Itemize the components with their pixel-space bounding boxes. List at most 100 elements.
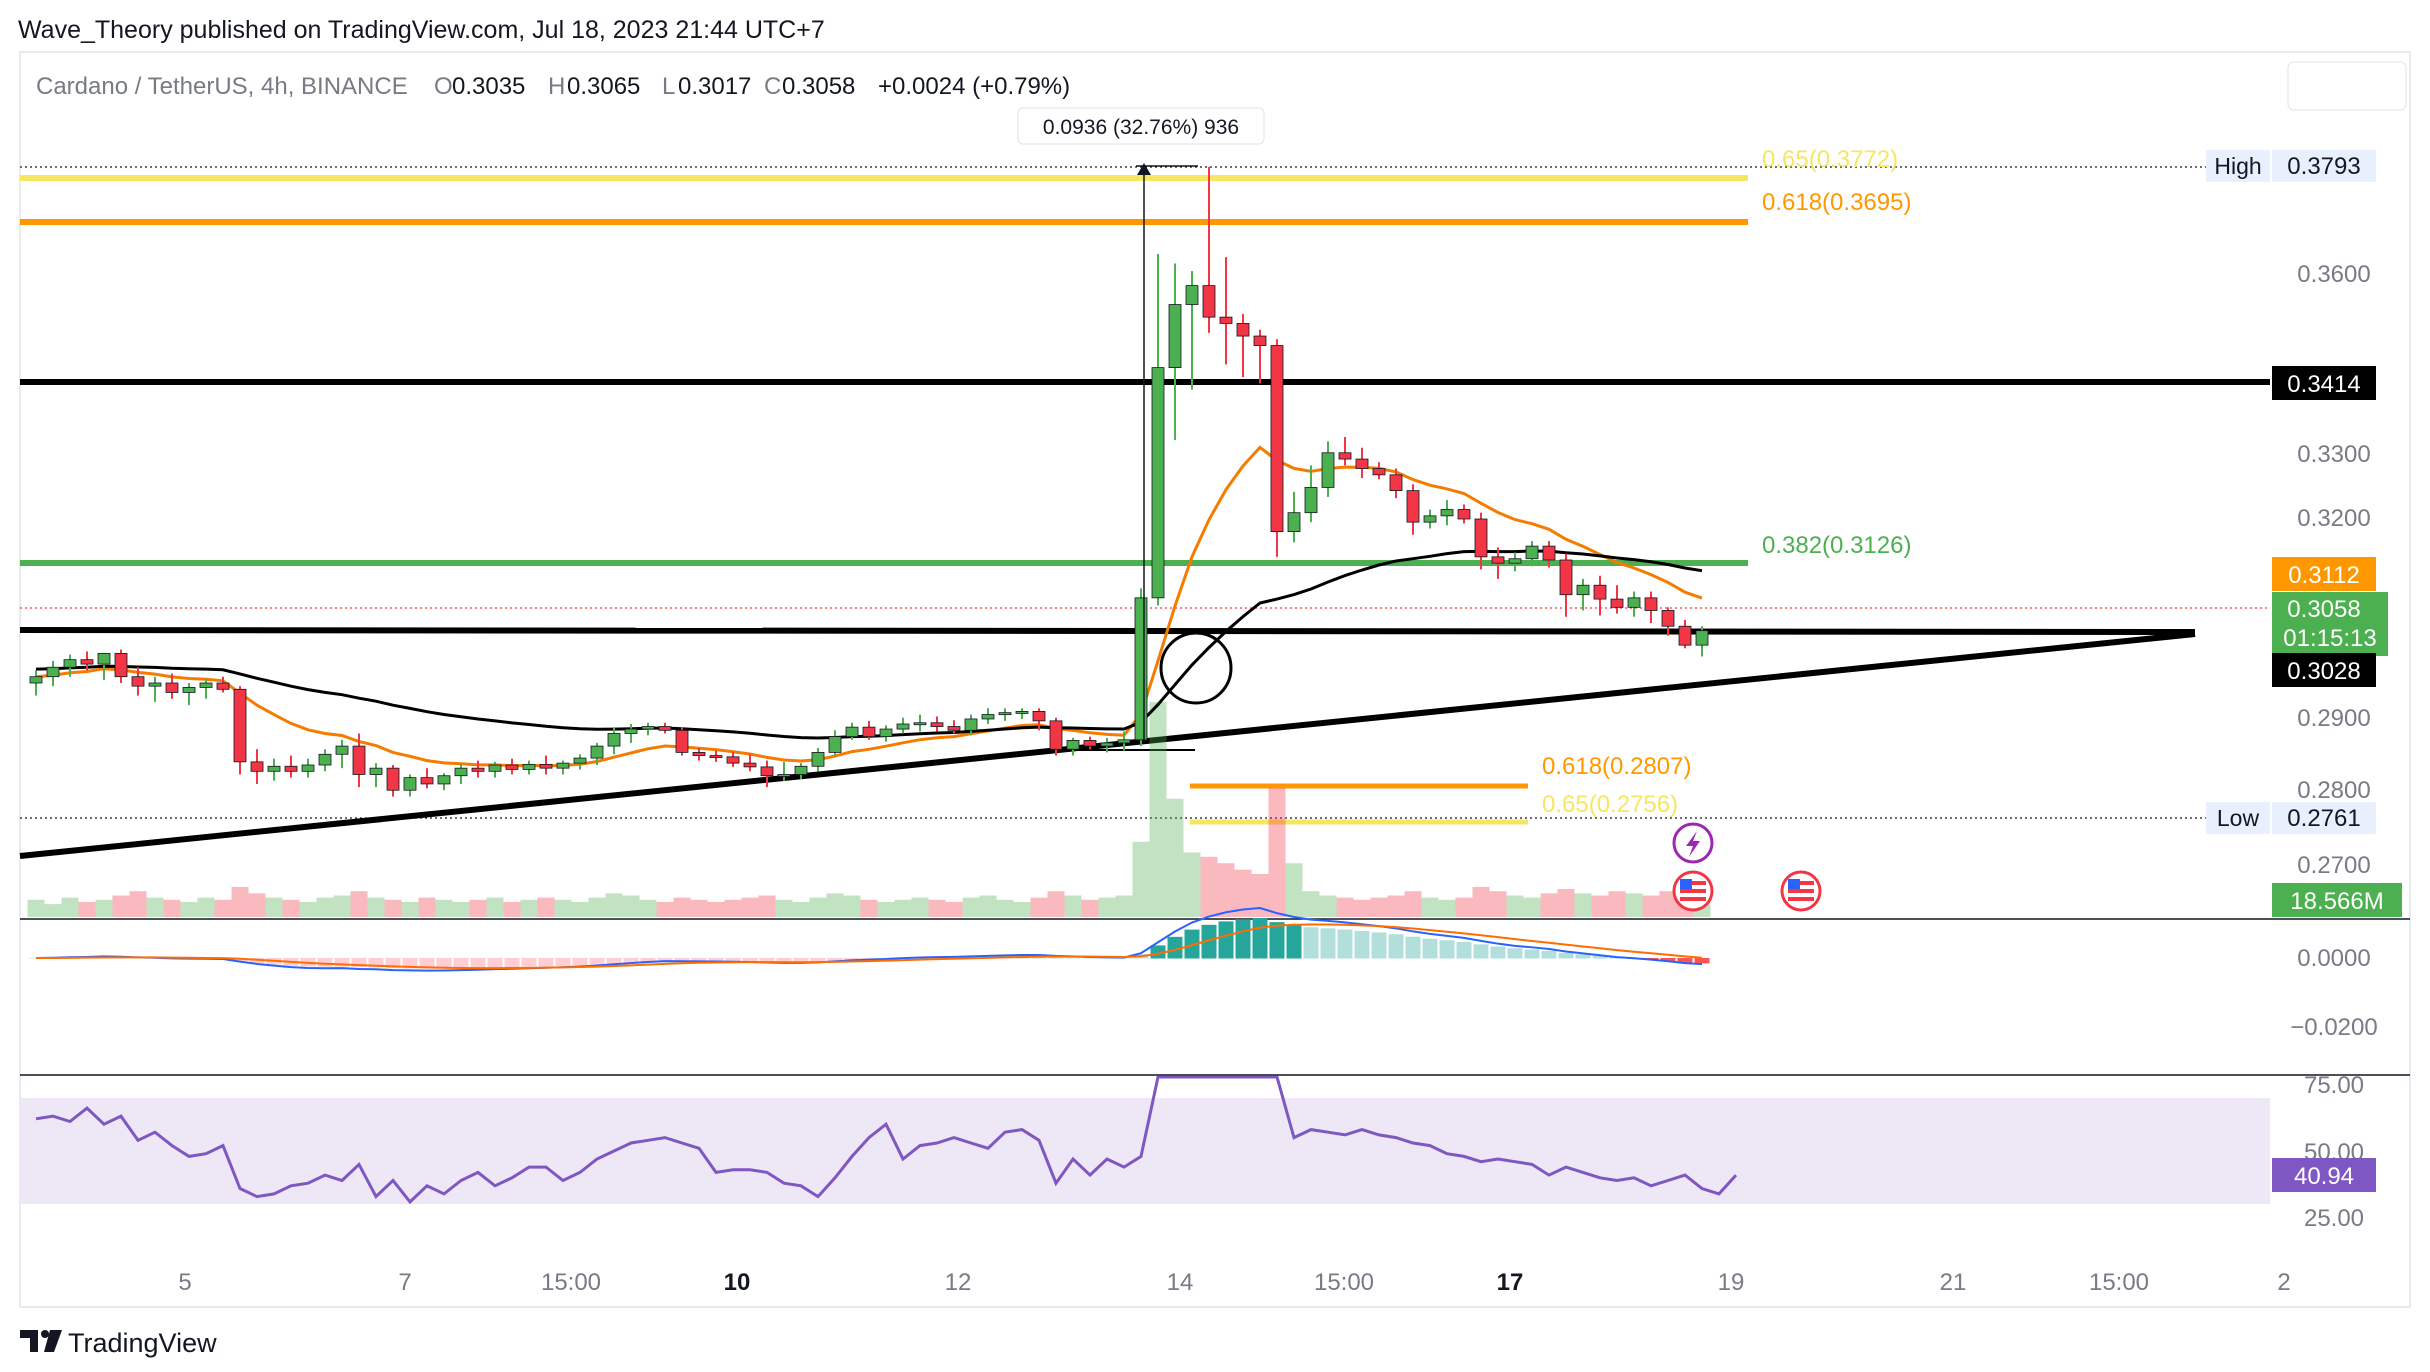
tradingview-logo[interactable]: TradingView (20, 1328, 217, 1358)
candle-body (1559, 559, 1573, 596)
close-label: C (764, 73, 781, 100)
candle-body (607, 733, 621, 747)
candle (1440, 500, 1454, 526)
change-value: +0.0024 (+0.79%) (878, 73, 1070, 100)
time-tick: 2 (2277, 1269, 2290, 1296)
volume-bar (1387, 895, 1405, 917)
candle (199, 678, 213, 699)
volume-bar (979, 895, 997, 917)
macd-hist-bar (1269, 922, 1285, 959)
macd-tick: 0.0000 (2297, 945, 2370, 972)
candle-body (1542, 545, 1556, 561)
us-flag-event-icon[interactable] (1672, 870, 1714, 912)
macd-hist-bar (1575, 954, 1591, 959)
candle-body (1219, 316, 1233, 324)
candle (1270, 339, 1284, 557)
macd-hist-bar (436, 958, 452, 969)
candle-body (624, 728, 638, 734)
candle-body (539, 763, 553, 769)
candle-body (760, 766, 774, 777)
candle-body (896, 723, 910, 730)
candle-body (1066, 740, 1080, 750)
macd-hist-bar (334, 958, 350, 967)
candle-body (1202, 285, 1216, 318)
candle (1491, 547, 1505, 579)
candle (80, 651, 94, 671)
volume-bar (1064, 895, 1082, 917)
time-tick: 15:00 (541, 1269, 601, 1296)
macd-hist-bar (555, 958, 571, 966)
candle (1678, 619, 1692, 649)
rsi-tick: 25.00 (2304, 1205, 2364, 1232)
candle (896, 717, 910, 734)
candle-body (131, 676, 145, 687)
volume-bar (1404, 891, 1422, 917)
price-tick: 0.3200 (2297, 505, 2370, 532)
us-flag-event-icon-2[interactable] (1780, 870, 1822, 912)
macd-hist-bar (1303, 927, 1319, 959)
volume-bar (299, 901, 317, 917)
volume-bar (520, 899, 538, 917)
volume-bar (860, 899, 878, 917)
candle-body (1236, 323, 1250, 337)
volume-bar (1353, 899, 1371, 917)
time-tick: 21 (1940, 1269, 1967, 1296)
candle-body (709, 755, 723, 758)
candle (1508, 552, 1522, 572)
symbol-label: Cardano / TetherUS, 4h, BINANCE (36, 73, 408, 100)
candle (301, 758, 315, 778)
fib-065-upper-label: 0.65(0.3772) (1762, 146, 1898, 173)
scale-mode-box[interactable] (2287, 61, 2407, 111)
volume-bar (486, 897, 504, 917)
candle (1593, 575, 1607, 616)
volume-bar (1115, 895, 1133, 917)
volume-bar (1523, 897, 1541, 917)
volume-bar (367, 897, 385, 917)
candle (1287, 491, 1301, 543)
lightning-event-icon[interactable] (1672, 822, 1714, 864)
candle (811, 747, 825, 772)
candle (998, 708, 1012, 721)
macd-hist-bar (810, 958, 826, 962)
macd-hist-bar (742, 958, 758, 962)
candle-body (114, 652, 128, 678)
candle (590, 742, 604, 766)
macd-hist-bar (1167, 936, 1183, 959)
ema-value-chip (2272, 557, 2376, 591)
candle-body (1338, 452, 1352, 460)
volume-bar (673, 897, 691, 917)
volume-bar (724, 899, 742, 917)
volume-bar (1302, 891, 1320, 917)
volume-bar (180, 901, 198, 917)
volume-bar (1268, 788, 1286, 917)
high-value-tag: 0.3793 (2287, 153, 2360, 180)
candle (1049, 717, 1063, 756)
macd-hist-bar (1456, 941, 1472, 959)
macd-hist-bar (1660, 958, 1676, 962)
candle-body (777, 774, 791, 777)
candle-body (998, 712, 1012, 716)
volume-bar (928, 899, 946, 917)
candle (267, 758, 281, 781)
candle (488, 761, 502, 778)
candle (1542, 541, 1556, 568)
candle-body (386, 767, 400, 791)
volume-bar (1200, 856, 1218, 917)
volume-bar (248, 893, 266, 917)
symbol-legend: Cardano / TetherUS, 4h, BINANCE O 0.3035… (36, 73, 1070, 100)
macd-hist-bar (572, 958, 588, 966)
candle (182, 683, 196, 706)
candle (1406, 484, 1420, 535)
low-tag: Low (2217, 805, 2260, 831)
candle-body (692, 751, 706, 756)
candle-body (1644, 597, 1658, 611)
candle-body (1661, 610, 1675, 627)
candle-body (1695, 630, 1709, 646)
candle-body (862, 726, 876, 738)
candle-body (930, 722, 944, 727)
time-tick: 5 (178, 1269, 191, 1296)
macd-hist-bar (1473, 944, 1489, 959)
macd-pane (28, 906, 1710, 972)
volume-bar (1234, 869, 1252, 917)
high-tag-bg (2206, 150, 2270, 182)
